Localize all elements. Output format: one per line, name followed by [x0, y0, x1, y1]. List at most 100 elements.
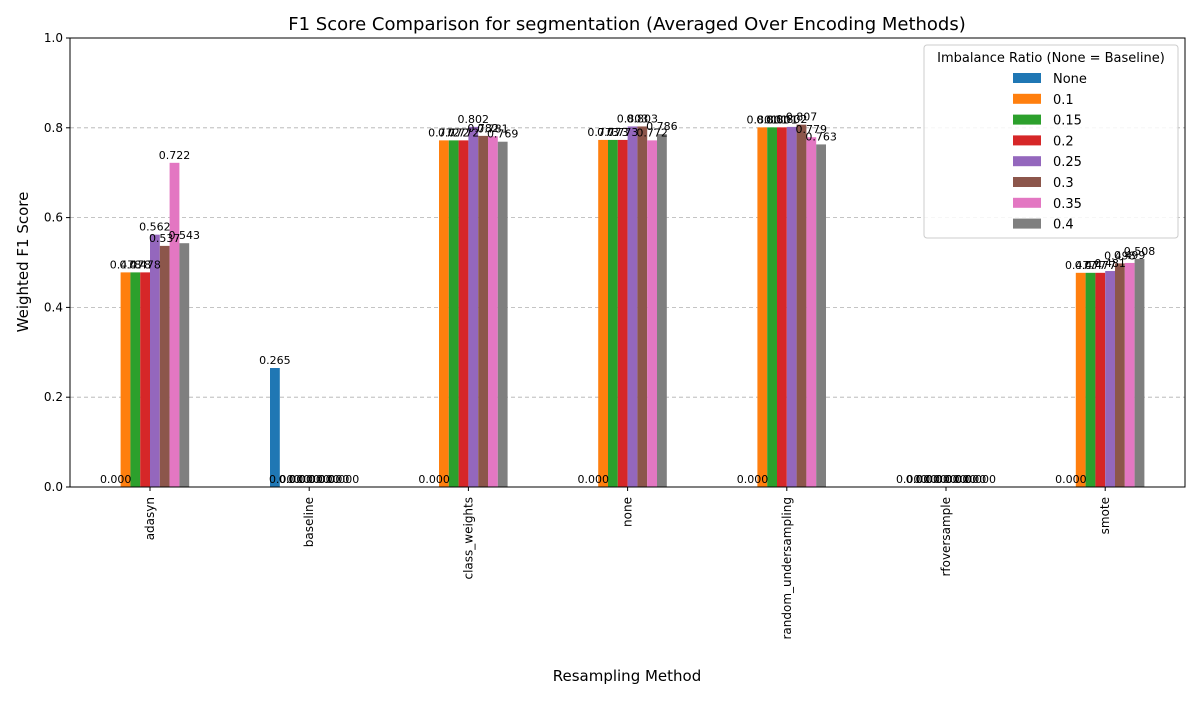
legend-swatch: [1013, 197, 1041, 208]
bar-value-label: 0.782: [467, 122, 499, 135]
bar-value-label: 0.477: [1085, 259, 1117, 272]
bar-value-label: 0.000: [935, 473, 967, 486]
legend-swatch: [1013, 73, 1041, 83]
bar: [130, 272, 141, 487]
bar: [637, 126, 648, 487]
bar-value-label: 0.773: [587, 126, 619, 139]
bar-value-label: 0.000: [737, 473, 769, 486]
bar: [806, 137, 817, 487]
x-tick-label: random_undersampling: [780, 497, 794, 640]
bars-layer: [120, 124, 1145, 488]
bar: [140, 272, 150, 487]
x-ticks: adasyn baseline class_weights none random_un…: [143, 487, 1112, 640]
bar-value-label: 0.000: [328, 473, 360, 486]
bar: [1105, 271, 1115, 487]
bar-value-label: 0.000: [298, 473, 330, 486]
legend-entry-label: 0.2: [1053, 134, 1074, 149]
bar: [816, 144, 826, 487]
bar: [270, 368, 280, 487]
bar: [159, 245, 170, 487]
legend-entry-label: 0.25: [1053, 155, 1082, 170]
bar-value-label: 0.772: [438, 126, 470, 139]
bar-value-label: 0.562: [139, 221, 171, 234]
bar: [796, 124, 807, 488]
bar-value-label: 0.508: [1124, 245, 1156, 258]
bar-value-label: 0.499: [1114, 249, 1146, 262]
legend-items: None 0.1 0.15 0.2 0.25 0.3 0.35 0.4: [1013, 72, 1087, 233]
y-tick-label: 0.2: [44, 390, 63, 404]
bar-value-label: 0.000: [279, 473, 311, 486]
bar: [120, 272, 131, 487]
bar: [169, 162, 180, 487]
bar-value-label: 0.000: [965, 473, 997, 486]
legend-swatch: [1013, 156, 1041, 167]
y-tick-label: 1.0: [44, 31, 63, 45]
bar-value-label: 0.803: [627, 112, 659, 125]
bar-value-label: 0.769: [487, 128, 519, 141]
legend-swatch: [1013, 177, 1041, 187]
bar-value-label: 0.807: [786, 111, 818, 124]
bar-value-label: 0.265: [259, 354, 291, 367]
bar: [777, 127, 787, 487]
legend-entry-label: 0.4: [1053, 218, 1074, 233]
bar-value-label: 0.000: [945, 473, 977, 486]
bar-value-label: 0.786: [646, 120, 678, 133]
bar: [439, 140, 449, 487]
bar-value-label: 0.543: [169, 229, 201, 242]
x-tick-label: baseline: [302, 497, 316, 547]
x-tick-label: class_weights: [461, 497, 475, 580]
bar-value-label: 0.000: [289, 473, 321, 486]
bar-value-label: 0.537: [149, 232, 181, 245]
legend-title: Imbalance Ratio (None = Baseline): [937, 51, 1165, 66]
bar-value-label: 0.763: [805, 130, 837, 143]
bar-value-label: 0.477: [1065, 259, 1097, 272]
y-axis-label: Weighted F1 Score: [14, 192, 32, 333]
bar: [1085, 272, 1096, 487]
bar-value-label: 0.781: [477, 122, 509, 135]
x-tick-label: none: [621, 497, 635, 527]
bar: [468, 126, 479, 487]
y-ticks: 0.0 0.2 0.4 0.6 0.8 1.0: [44, 31, 70, 494]
legend-swatch: [1013, 218, 1041, 229]
bar-value-label: 0.478: [129, 258, 161, 271]
bar-value-label: 0.000: [100, 473, 132, 486]
bar-value-label: 0.803: [617, 112, 649, 125]
bar-value-label: 0.000: [308, 473, 340, 486]
bar-value-label: 0.772: [448, 126, 480, 139]
bar: [448, 140, 459, 487]
legend-entry-label: 0.3: [1053, 176, 1074, 191]
y-tick-label: 0.4: [44, 300, 63, 314]
bar-value-label: 0.773: [597, 126, 629, 139]
bar: [488, 136, 498, 487]
bar-value-label: 0.478: [120, 258, 152, 271]
bar: [647, 140, 657, 487]
bar: [767, 127, 777, 487]
bar-value-label: 0.000: [916, 473, 948, 486]
legend: Imbalance Ratio (None = Baseline) None 0.…: [923, 44, 1179, 239]
bar: [1075, 272, 1086, 487]
legend-swatch: [1013, 114, 1041, 125]
bar-value-label: 0.772: [428, 126, 460, 139]
bar-value-label: 0.478: [110, 258, 142, 271]
bar: [1115, 263, 1125, 487]
bar-value-label: 0.481: [1094, 257, 1126, 270]
bar-value-label: 0.000: [578, 473, 610, 486]
chart-title: F1 Score Comparison for segmentation (Av…: [288, 14, 966, 35]
y-tick-label: 0.8: [44, 121, 63, 135]
legend-entry-label: 0.1: [1053, 93, 1074, 108]
bar-value-label: 0.773: [607, 126, 639, 139]
bar: [627, 126, 638, 487]
legend-entry-label: 0.35: [1053, 197, 1082, 212]
bar-value-label: 0.477: [1075, 259, 1107, 272]
bar-value-label: 0.802: [458, 113, 490, 126]
x-tick-label: smote: [1098, 497, 1112, 534]
bar-value-label: 0.000: [318, 473, 350, 486]
legend-box: [923, 44, 1179, 239]
bar: [497, 141, 508, 487]
bar-value-label: 0.000: [906, 473, 938, 486]
bar-value-label: 0.722: [159, 149, 191, 162]
bar-value-label: 0.801: [756, 113, 788, 126]
